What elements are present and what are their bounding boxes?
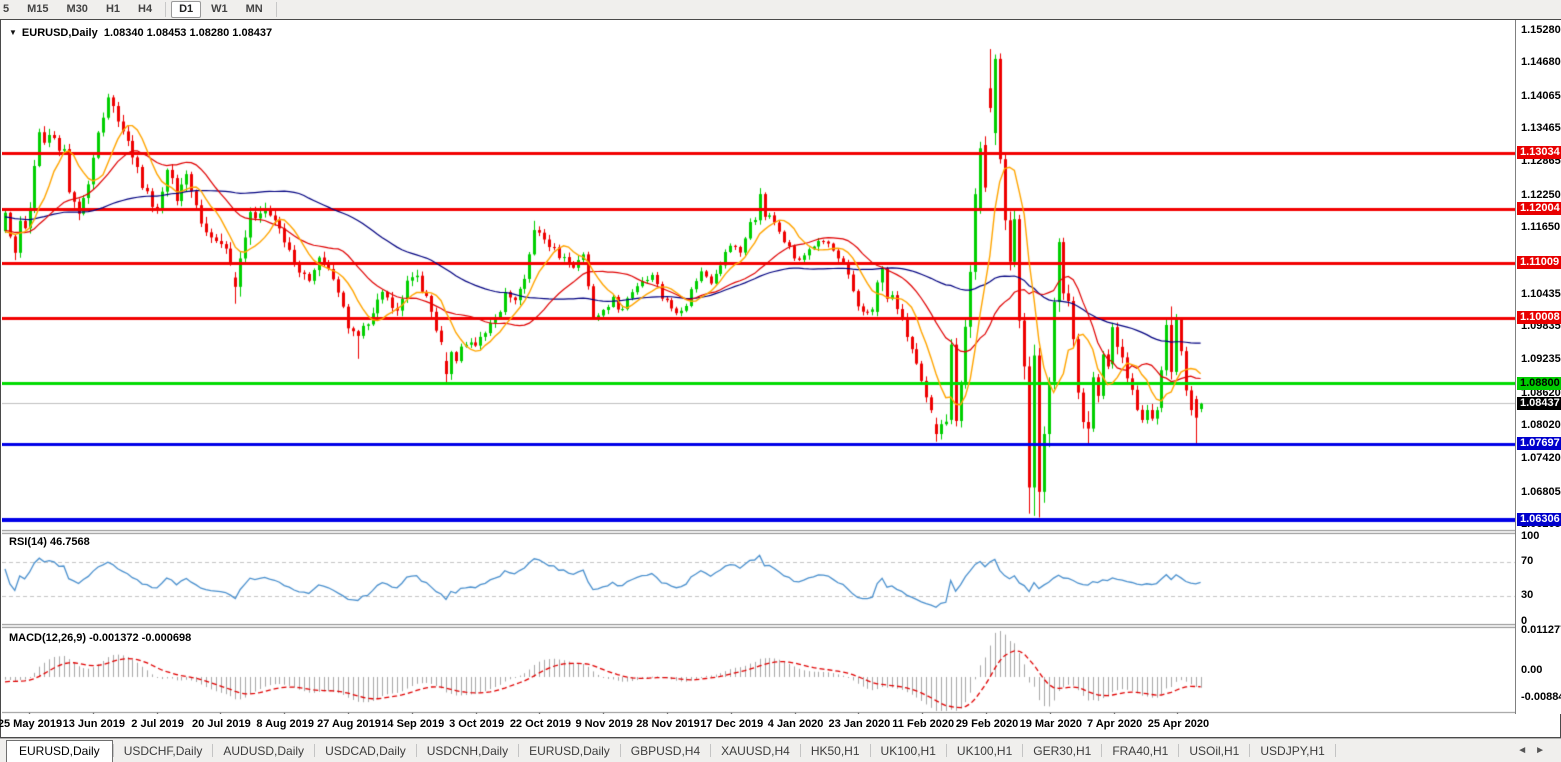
price-axis-tick: 1.13465 <box>1521 122 1561 135</box>
date-axis-label: 27 Aug 2019 <box>317 718 381 730</box>
tab-gbpusd-h4[interactable]: GBPUSD,H4 <box>630 743 701 758</box>
tab-ger30-h1[interactable]: GER30,H1 <box>1033 743 1092 758</box>
timeframe-button-m30[interactable]: M30 <box>66 3 88 15</box>
timeframe-button-mn[interactable]: MN <box>245 3 263 15</box>
tab-uk100-h1[interactable]: UK100,H1 <box>880 743 936 758</box>
date-axis-label: 9 Nov 2019 <box>575 718 633 730</box>
price-line-badge: 1.10008 <box>1517 311 1561 324</box>
date-axis-label: 2 Jul 2019 <box>131 718 184 730</box>
macd-label: MACD(12,26,9) -0.001372 -0.000698 <box>9 632 192 644</box>
tab-usdcad-daily[interactable]: USDCAD,Daily <box>325 743 406 758</box>
price-axis-tick: 1.07420 <box>1521 452 1561 465</box>
date-axis-label: 25 May 2019 <box>0 718 63 730</box>
price-line-badge: 1.08437 <box>1517 396 1561 410</box>
tab-usoil-h1[interactable]: USOil,H1 <box>1189 743 1240 758</box>
tab-usdchf-daily[interactable]: USDCHF,Daily <box>123 743 203 758</box>
price-line-badge: 1.11009 <box>1517 256 1561 270</box>
toolbar-separator <box>165 2 167 17</box>
date-axis-label: 17 Dec 2019 <box>700 718 764 730</box>
date-axis-label: 8 Aug 2019 <box>256 718 315 730</box>
chart-window: ▼ EURUSD,Daily 1.08340 1.08453 1.08280 1.… <box>0 19 1561 738</box>
tab-usdjpy-h1[interactable]: USDJPY,H1 <box>1260 743 1325 758</box>
price-line-badge: 1.06306 <box>1517 512 1561 526</box>
price-line-badge: 1.08800 <box>1517 376 1561 390</box>
tab-scroll-arrows[interactable]: ◄► <box>1517 745 1553 756</box>
chart-title-symbol: EURUSD,Daily <box>21 27 98 39</box>
price-axis-tick: 1.08020 <box>1521 419 1561 432</box>
timeframe-button-m15[interactable]: M15 <box>27 3 49 15</box>
date-axis-label: 29 Feb 2020 <box>955 718 1019 730</box>
date-axis-label: 7 Apr 2020 <box>1086 718 1143 730</box>
chart-dropdown-icon[interactable]: ▼ <box>9 28 17 37</box>
tab-hk50-h1[interactable]: HK50,H1 <box>810 743 860 758</box>
timeframe-button-h1[interactable]: H1 <box>105 3 120 15</box>
tab-usdcnh-daily[interactable]: USDCNH,Daily <box>426 743 509 758</box>
tab-separator <box>518 744 520 757</box>
price-axis-tick: 1.12250 <box>1521 188 1561 201</box>
price-line-badge: 1.12004 <box>1517 202 1561 216</box>
date-axis-label: 4 Jan 2020 <box>767 718 824 730</box>
timeframe-button-d1[interactable]: D1 <box>171 1 202 18</box>
timeframe-toolbar: 5 M15 M30 H1 H4 D1 W1 MN <box>0 0 1561 19</box>
rsi-axis-tick: 0 <box>1521 614 1528 627</box>
macd-axis-tick: -0.008845 <box>1521 691 1561 703</box>
tab-separator <box>1022 744 1024 757</box>
chart-title: ▼ EURUSD,Daily 1.08340 1.08453 1.08280 1.… <box>9 27 272 39</box>
date-axis[interactable]: 25 May 2019 13 Jun 2019 2 Jul 2019 20 Jul 2… <box>0 714 1560 735</box>
tab-separator <box>415 744 417 757</box>
rsi-label: RSI(14) 46.7568 <box>9 536 90 548</box>
chart-title-ohlc: 1.08340 1.08453 1.08280 1.08437 <box>103 27 273 39</box>
price-chart-canvas[interactable] <box>2 21 1515 718</box>
date-axis-label: 20 Jul 2019 <box>192 718 251 730</box>
tab-separator <box>112 744 114 757</box>
tab-fra40-h1[interactable]: FRA40,H1 <box>1112 743 1169 758</box>
tab-eurusd-daily[interactable]: EURUSD,Daily <box>6 739 113 762</box>
tab-separator <box>1249 744 1251 757</box>
tab-separator <box>869 744 871 757</box>
macd-axis-tick: 0.011277 <box>1521 624 1561 636</box>
price-axis-tick: 1.14680 <box>1521 56 1561 69</box>
price-line-badge: 1.13034 <box>1517 146 1561 159</box>
tab-audusd-daily[interactable]: AUDUSD,Daily <box>223 743 305 758</box>
rsi-axis-tick: 70 <box>1521 555 1534 567</box>
tab-separator <box>1101 744 1103 757</box>
tab-separator <box>1334 744 1336 757</box>
tab-separator <box>1178 744 1180 757</box>
price-axis-tick: 1.14065 <box>1521 89 1561 102</box>
price-axis-tick: 1.09235 <box>1521 353 1561 366</box>
tab-separator <box>945 744 947 757</box>
rsi-axis-tick: 100 <box>1521 529 1540 542</box>
timeframe-button-w1[interactable]: W1 <box>211 3 228 15</box>
tab-xauusd-h4[interactable]: XAUUSD,H4 <box>721 743 790 758</box>
macd-axis-tick: 0.00 <box>1521 664 1543 676</box>
date-axis-label: 19 Mar 2020 <box>1019 718 1082 730</box>
date-axis-label: 23 Jan 2020 <box>828 718 891 730</box>
timeframe-button-h4[interactable]: H4 <box>138 3 153 15</box>
date-axis-label: 28 Nov 2019 <box>636 718 700 730</box>
price-line-badge: 1.07697 <box>1517 437 1561 450</box>
tab-separator <box>314 744 316 757</box>
price-axis-tick: 1.15280 <box>1521 23 1561 36</box>
timeframe-button-5[interactable]: 5 <box>3 3 10 15</box>
chart-tabbar: EURUSD,Daily USDCHF,Daily AUDUSD,Daily USDC… <box>0 738 1561 762</box>
tab-separator <box>212 744 214 757</box>
date-axis-label: 13 Jun 2019 <box>62 718 125 730</box>
price-axis-tick: 1.10435 <box>1521 287 1561 300</box>
tab-uk100-h1[interactable]: UK100,H1 <box>956 743 1013 758</box>
date-axis-label: 3 Oct 2019 <box>449 718 505 730</box>
toolbar-separator <box>275 2 277 17</box>
date-axis-label: 25 Apr 2020 <box>1147 718 1210 730</box>
price-axis-tick: 1.11650 <box>1521 221 1561 234</box>
tab-separator <box>799 744 801 757</box>
tab-separator <box>710 744 712 757</box>
date-axis-label: 11 Feb 2020 <box>892 718 955 730</box>
tab-separator <box>619 744 621 757</box>
price-axis-tick: 1.06805 <box>1521 485 1561 498</box>
tab-eurusd-daily[interactable]: EURUSD,Daily <box>529 743 610 758</box>
rsi-axis-tick: 30 <box>1521 589 1534 601</box>
date-axis-label: 22 Oct 2019 <box>509 718 571 730</box>
price-axis[interactable]: 1.15280 1.14680 1.14065 1.13465 1.12865 1.122… <box>1515 20 1561 714</box>
date-axis-label: 14 Sep 2019 <box>381 718 445 730</box>
